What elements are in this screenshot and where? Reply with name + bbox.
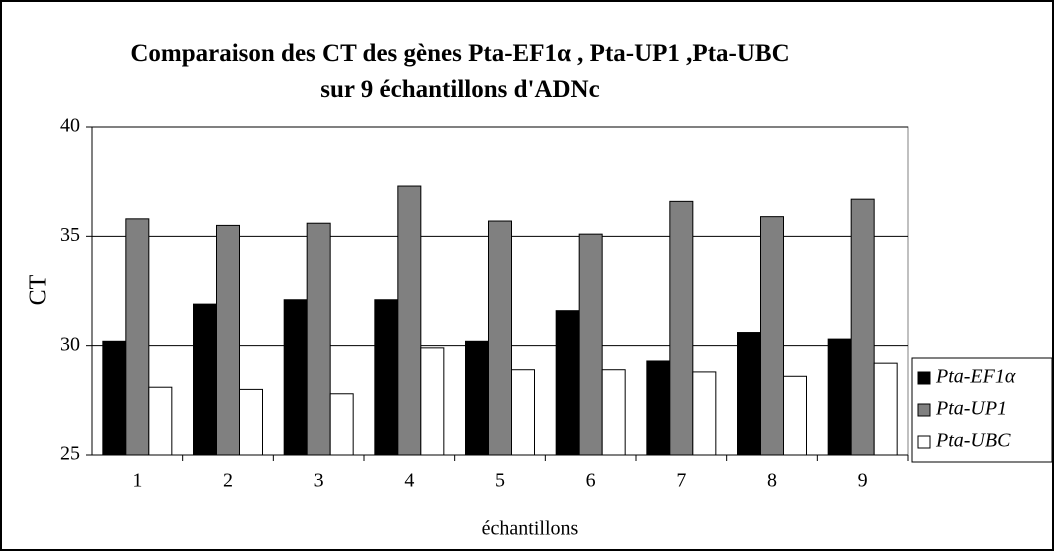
x-tick-label: 7 bbox=[676, 470, 686, 492]
y-tick-label: 35 bbox=[60, 224, 80, 246]
bar bbox=[329, 393, 354, 456]
bar bbox=[102, 340, 127, 456]
bar bbox=[692, 371, 717, 456]
bar bbox=[283, 299, 308, 456]
bar bbox=[783, 375, 807, 456]
bar bbox=[827, 338, 852, 456]
bar bbox=[306, 222, 331, 456]
bar bbox=[760, 216, 784, 456]
legend-box bbox=[911, 357, 1053, 463]
bar bbox=[374, 299, 399, 456]
bar bbox=[555, 310, 580, 456]
y-axis-label: CT bbox=[26, 274, 52, 305]
legend-label: Pta-EF1α bbox=[935, 366, 1016, 388]
bar bbox=[148, 386, 173, 456]
legend-swatch bbox=[917, 403, 931, 417]
x-tick-label: 4 bbox=[404, 470, 414, 492]
bar bbox=[737, 332, 761, 456]
legend-swatch bbox=[917, 371, 931, 385]
bar bbox=[646, 360, 671, 456]
legend-label: Pta-UP1 bbox=[935, 398, 1007, 420]
bar bbox=[511, 369, 535, 456]
bar bbox=[873, 362, 898, 456]
bar bbox=[578, 233, 603, 456]
x-tick-label: 1 bbox=[132, 470, 142, 492]
bar bbox=[216, 224, 240, 456]
x-tick-label: 6 bbox=[586, 470, 596, 492]
bar bbox=[488, 220, 512, 456]
x-tick-label: 2 bbox=[223, 470, 233, 492]
x-tick-label: 3 bbox=[314, 470, 324, 492]
legend-swatch bbox=[917, 435, 931, 449]
bar bbox=[125, 218, 150, 456]
bar bbox=[397, 185, 422, 456]
y-tick-label: 40 bbox=[60, 115, 80, 137]
x-axis-label: échantillons bbox=[482, 518, 579, 540]
bar bbox=[465, 340, 489, 456]
y-tick-label: 25 bbox=[60, 443, 80, 465]
x-tick-label: 5 bbox=[495, 470, 505, 492]
bar bbox=[420, 347, 445, 456]
y-tick-label: 30 bbox=[60, 333, 80, 355]
x-tick-label: 9 bbox=[858, 470, 868, 492]
chart-title: Comparaison des CT des gènes Pta-EF1α , … bbox=[130, 40, 790, 103]
bar bbox=[850, 198, 875, 456]
legend-label: Pta-UBC bbox=[935, 430, 1011, 452]
bar bbox=[193, 303, 217, 456]
bar bbox=[239, 388, 263, 456]
x-tick-label: 8 bbox=[767, 470, 777, 492]
bar bbox=[669, 200, 694, 456]
bar bbox=[601, 369, 626, 456]
